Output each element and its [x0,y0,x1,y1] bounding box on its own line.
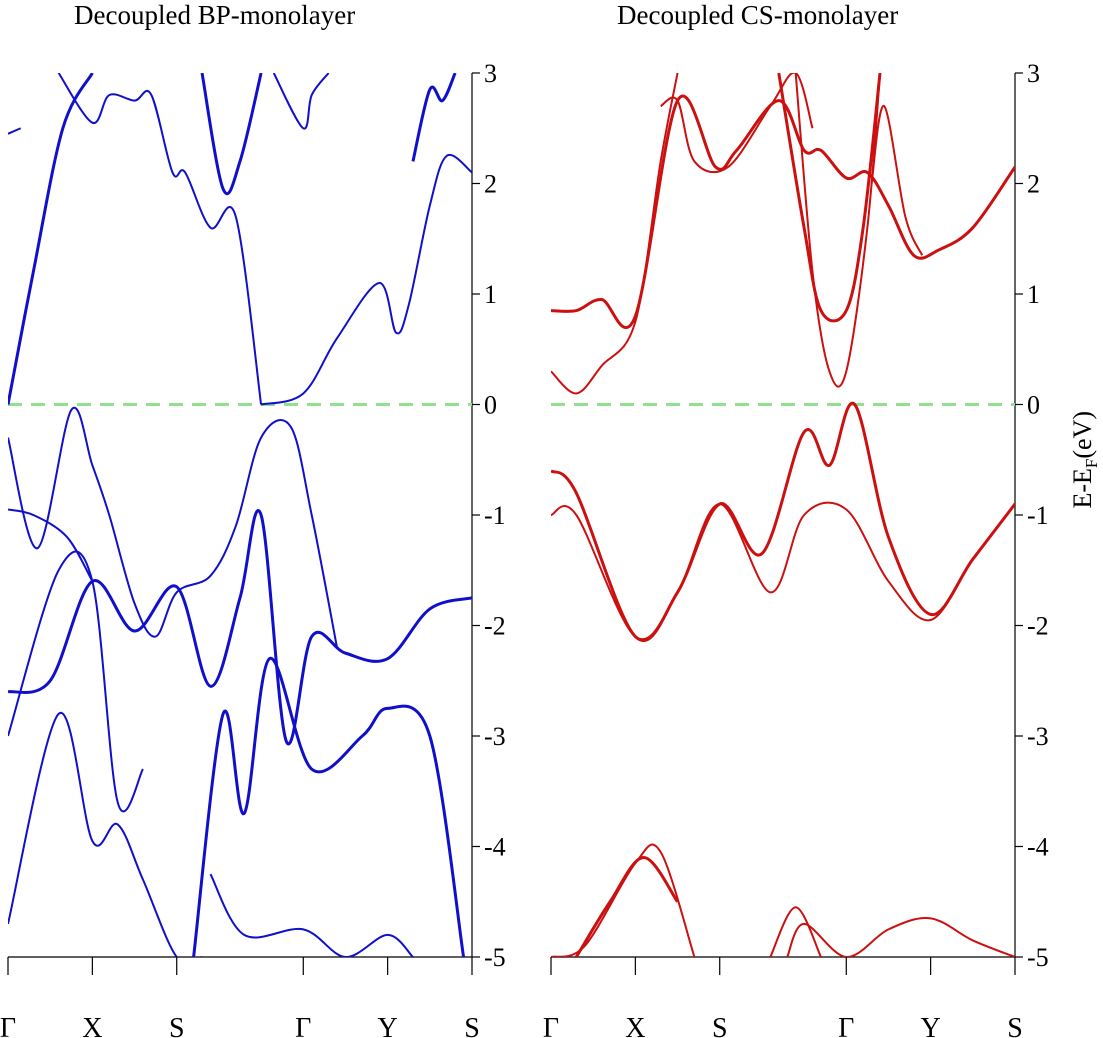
band-line [551,501,1015,641]
k-point-label: Y [921,1013,941,1038]
y-tick-label: 0 [484,391,497,420]
left-panel-title: Decoupled BP-monolayer [74,0,356,30]
y-tick-label: -5 [1027,943,1049,972]
k-point-label: S [712,1013,728,1038]
k-point-label: X [82,1013,102,1038]
band-line [260,153,472,406]
panel-2: 3 2 1 0 -1 -2 -3 -4 -5 Γ X S Γ Y S E-EF(eV) [543,59,1101,1038]
k-point-label: S [464,1013,480,1038]
band-line [411,73,457,162]
y-tick-label: -3 [484,722,506,751]
band-line [8,508,94,582]
k-point-label: Γ [0,1013,16,1038]
band-line [8,406,339,648]
y-tick-label: -4 [1027,833,1049,862]
bands [551,73,1015,957]
y-tick-label: -4 [484,833,506,862]
band-line [870,105,924,256]
band-line [551,843,696,957]
k-point-label: X [625,1013,645,1038]
band-line [786,917,1015,957]
y-tick-label: 1 [484,280,497,309]
y-tick-label: -1 [484,501,506,530]
band-line [192,657,466,957]
y-tick-label: 1 [1027,280,1040,309]
band-line [272,73,330,130]
panel-1: 3 2 1 0 -1 -2 -3 -4 -5 Γ X S Γ Y S [0,59,506,1038]
band-line [8,127,22,135]
band-line [794,73,882,388]
band-line [769,906,822,957]
k-point-label: S [1007,1013,1023,1038]
band-line [209,873,414,957]
band-line [575,856,679,957]
k-point-label: Γ [838,1013,854,1038]
band-line [8,509,472,746]
k-point-label: Y [378,1013,398,1038]
y-tick-label: 3 [1027,59,1040,88]
band-line [777,73,882,323]
band-line [57,73,263,405]
y-tick-label: 3 [484,59,497,88]
k-point-label: Γ [295,1013,311,1038]
band-line [660,73,814,174]
y-tick-label: -5 [484,943,506,972]
y-tick-label: 0 [1027,391,1040,420]
band-line [551,94,1015,329]
band-line [8,73,94,405]
y-tick-label: -3 [1027,722,1049,751]
right-panel-title: Decoupled CS-monolayer [617,0,899,30]
band-line [8,550,144,813]
k-point-label: Γ [543,1013,559,1038]
band-line [200,73,263,196]
y-tick-label: 2 [484,170,497,199]
k-point-label: S [169,1013,185,1038]
y-tick-label: 2 [1027,170,1040,199]
bands [8,73,472,957]
y-tick-label: -2 [1027,612,1049,641]
band-line [8,712,203,957]
y-tick-label: -1 [1027,501,1049,530]
band-line [551,73,679,395]
y-axis-title: E-EF(eV) [1068,411,1101,509]
y-tick-label: -2 [484,612,506,641]
